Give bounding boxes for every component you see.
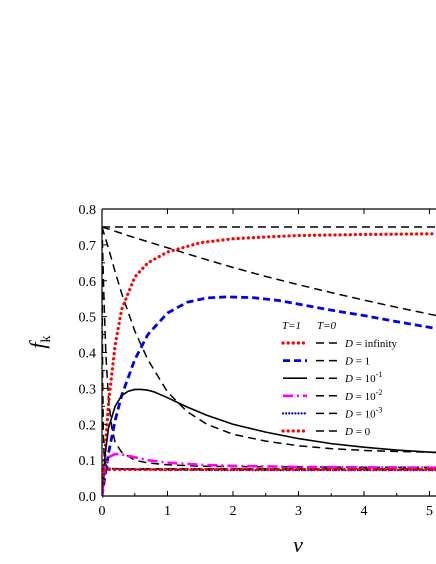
y-tick-label: 0.3 <box>79 382 97 397</box>
y-tick-label: 0.4 <box>79 347 97 362</box>
x-tick-label: 0 <box>99 504 106 519</box>
series-line-T1-4 <box>102 467 436 498</box>
series-line-T1-5 <box>102 467 436 498</box>
ticks-layer: 0 1 2 3 4 5 0.0 0.1 0.2 0.3 0.4 0.5 0.6 0.7 0.8 <box>79 203 433 519</box>
series-line-T1-3 <box>102 452 436 497</box>
y-tick-label: 0.7 <box>79 239 97 254</box>
legend-header-t0: T=0 <box>317 320 337 332</box>
y-tick-label: 0.1 <box>79 454 97 469</box>
x-tick-label: 5 <box>426 504 433 519</box>
series-line-T1-0 <box>102 232 436 498</box>
x-tick-label: 2 <box>229 504 236 519</box>
legend-label: D = 10-3 <box>344 405 382 420</box>
y-axis-title-sub: k <box>39 335 54 342</box>
legend: T=1 T=0 D = infinity D = 1 D = 10-1 D = 10-2 D… <box>281 320 398 438</box>
series-line-T1-2 <box>102 388 436 497</box>
axes-layer <box>101 208 436 497</box>
y-tick-label: 0.0 <box>79 490 97 505</box>
x-axis-title: v <box>293 532 303 557</box>
y-tick-label: 0.2 <box>79 418 97 433</box>
series-line-T1-1 <box>102 295 436 497</box>
y-tick-label: 0.5 <box>79 311 97 326</box>
y-tick-label: 0.6 <box>79 275 97 290</box>
y-axis-title: fk <box>25 335 54 348</box>
legend-label: D = 10-2 <box>344 388 382 403</box>
legend-label: D = infinity <box>344 338 398 350</box>
x-tick-label: 4 <box>360 504 367 519</box>
series-layer <box>102 226 436 498</box>
svg-text:fk: fk <box>25 335 54 348</box>
legend-label: D = 1 <box>344 356 370 368</box>
legend-label: D = 0 <box>344 426 371 438</box>
series-line-T0-4 <box>102 226 436 470</box>
series-line-T0-3 <box>102 226 436 469</box>
x-tick-label: 3 <box>295 504 302 519</box>
legend-label: D = 10-1 <box>344 370 382 385</box>
x-tick-label: 1 <box>164 504 171 519</box>
y-tick-label: 0.8 <box>79 203 97 218</box>
series-line-T0-2 <box>102 226 436 453</box>
legend-header-t1: T=1 <box>282 320 301 332</box>
series-line-T0-1 <box>102 226 436 317</box>
y-axis-title-main: f <box>25 340 50 349</box>
